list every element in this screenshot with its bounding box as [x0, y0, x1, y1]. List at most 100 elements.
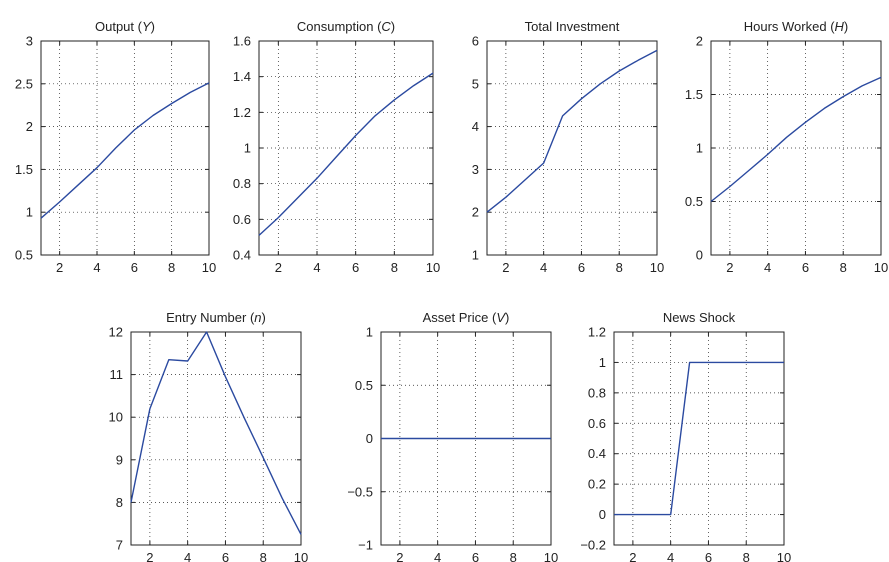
- x-tick-label: 2: [396, 550, 403, 562]
- data-point: [399, 437, 401, 439]
- data-point: [524, 179, 526, 181]
- panel-title-main: Asset Price (: [423, 310, 497, 325]
- y-tick-label: 1: [599, 355, 606, 370]
- data-point: [748, 169, 750, 171]
- data-point: [783, 361, 785, 363]
- data-point: [669, 513, 671, 515]
- y-tick-label: 11: [110, 367, 124, 382]
- panel-title-end: ): [262, 310, 266, 325]
- data-point: [632, 513, 634, 515]
- x-tick-label: 8: [840, 260, 847, 275]
- y-tick-label: 8: [116, 495, 123, 510]
- x-tick-label: 2: [146, 550, 153, 562]
- y-tick-label: 0.8: [588, 385, 606, 400]
- x-tick-label: 10: [874, 260, 888, 275]
- panel-entry-number: 2 4 6 8 10 7 8 9 10 11 12 Entry Number (n): [109, 310, 309, 562]
- x-tick-label: 4: [313, 260, 320, 275]
- data-point: [542, 162, 544, 164]
- x-tick-label: 6: [131, 260, 138, 275]
- y-tick-label: 0: [366, 431, 373, 446]
- panel-title-variable: n: [254, 310, 261, 325]
- panel-hours-worked: 2 4 6 8 10 0 0.5 1 1.5 2 Hours Worked (H): [685, 19, 888, 275]
- y-tick-label: 0.4: [588, 446, 606, 461]
- data-point: [880, 76, 882, 78]
- x-tick-label: 2: [629, 550, 636, 562]
- data-point: [335, 156, 337, 158]
- data-point: [745, 361, 747, 363]
- y-tick-label: 0.5: [355, 378, 373, 393]
- data-point: [764, 361, 766, 363]
- y-tick-label: 2: [26, 119, 33, 134]
- panel-title-main: Output (: [95, 19, 143, 34]
- x-tick-label: 4: [93, 260, 100, 275]
- x-tick-label: 10: [650, 260, 664, 275]
- y-tick-label: 0.5: [15, 248, 33, 263]
- x-tick-label: 8: [743, 550, 750, 562]
- panel-title: Entry Number (n): [166, 310, 266, 325]
- data-point: [707, 361, 709, 363]
- data-point: [281, 497, 283, 499]
- x-tick-label: 6: [802, 260, 809, 275]
- data-point: [412, 84, 414, 86]
- data-point: [785, 136, 787, 138]
- data-point: [277, 216, 279, 218]
- x-tick-label: 4: [434, 550, 441, 562]
- x-tick-label: 8: [260, 550, 267, 562]
- y-tick-label: 2.5: [15, 76, 33, 91]
- y-tick-label: 0.8: [233, 176, 251, 191]
- data-point: [656, 49, 658, 51]
- plot-frame: [486, 40, 658, 256]
- data-point: [486, 211, 488, 213]
- y-tick-label: 2: [696, 34, 703, 49]
- data-point: [861, 85, 863, 87]
- y-tick-label: 1.5: [15, 162, 33, 177]
- x-tick-label: 10: [426, 260, 440, 275]
- data-point: [170, 102, 172, 104]
- x-tick-label: 10: [777, 550, 791, 562]
- data-point: [133, 129, 135, 131]
- y-tick-label: 1.2: [588, 325, 606, 340]
- panel-title-variable: Y: [142, 19, 152, 34]
- data-point: [804, 121, 806, 123]
- x-tick-label: 6: [472, 550, 479, 562]
- panel-output: 2 4 6 8 10 0.5 1 1.5 2 2.5 3 Output (Y): [15, 19, 216, 275]
- x-tick-label: 2: [502, 260, 509, 275]
- y-tick-label: 12: [109, 325, 123, 340]
- panel-title: News Shock: [663, 310, 736, 325]
- y-tick-label: 3: [26, 34, 33, 49]
- y-tick-label: 0: [599, 507, 606, 522]
- x-tick-label: 2: [275, 260, 282, 275]
- panel-consumption: 2 4 6 8 10 0.4 0.6 0.8 1 1.2 1.4 1.6 Consumption (C): [233, 19, 440, 275]
- y-tick-label: 1.2: [233, 105, 251, 120]
- panel-title-variable: C: [381, 19, 391, 34]
- data-point: [380, 437, 382, 439]
- plot-frame: [40, 40, 210, 256]
- series-line-output: [40, 82, 210, 219]
- data-point: [300, 533, 302, 535]
- data-point: [436, 437, 438, 439]
- y-tick-label: 1.4: [233, 69, 251, 84]
- x-tick-label: 2: [56, 260, 63, 275]
- x-tick-label: 4: [540, 260, 547, 275]
- y-tick-label: 1: [472, 248, 479, 263]
- data-point: [766, 153, 768, 155]
- panel-title-end: ): [844, 19, 848, 34]
- panel-title-end: ): [391, 19, 395, 34]
- y-tick-label: 5: [472, 76, 479, 91]
- y-tick-label: 1: [244, 141, 251, 156]
- data-point: [96, 166, 98, 168]
- data-point: [531, 437, 533, 439]
- x-tick-label: 6: [222, 550, 229, 562]
- series-line-total-investment: [486, 49, 658, 213]
- panel-title-main: Hours Worked (: [744, 19, 835, 34]
- panel-title-end: ): [151, 19, 155, 34]
- x-tick-label: 2: [726, 260, 733, 275]
- y-tick-label: 1: [696, 141, 703, 156]
- panel-title-variable: H: [835, 19, 845, 34]
- data-point: [152, 114, 154, 116]
- data-point: [505, 196, 507, 198]
- data-point: [316, 177, 318, 179]
- data-point: [40, 217, 42, 219]
- panel-title: Total Investment: [525, 19, 620, 34]
